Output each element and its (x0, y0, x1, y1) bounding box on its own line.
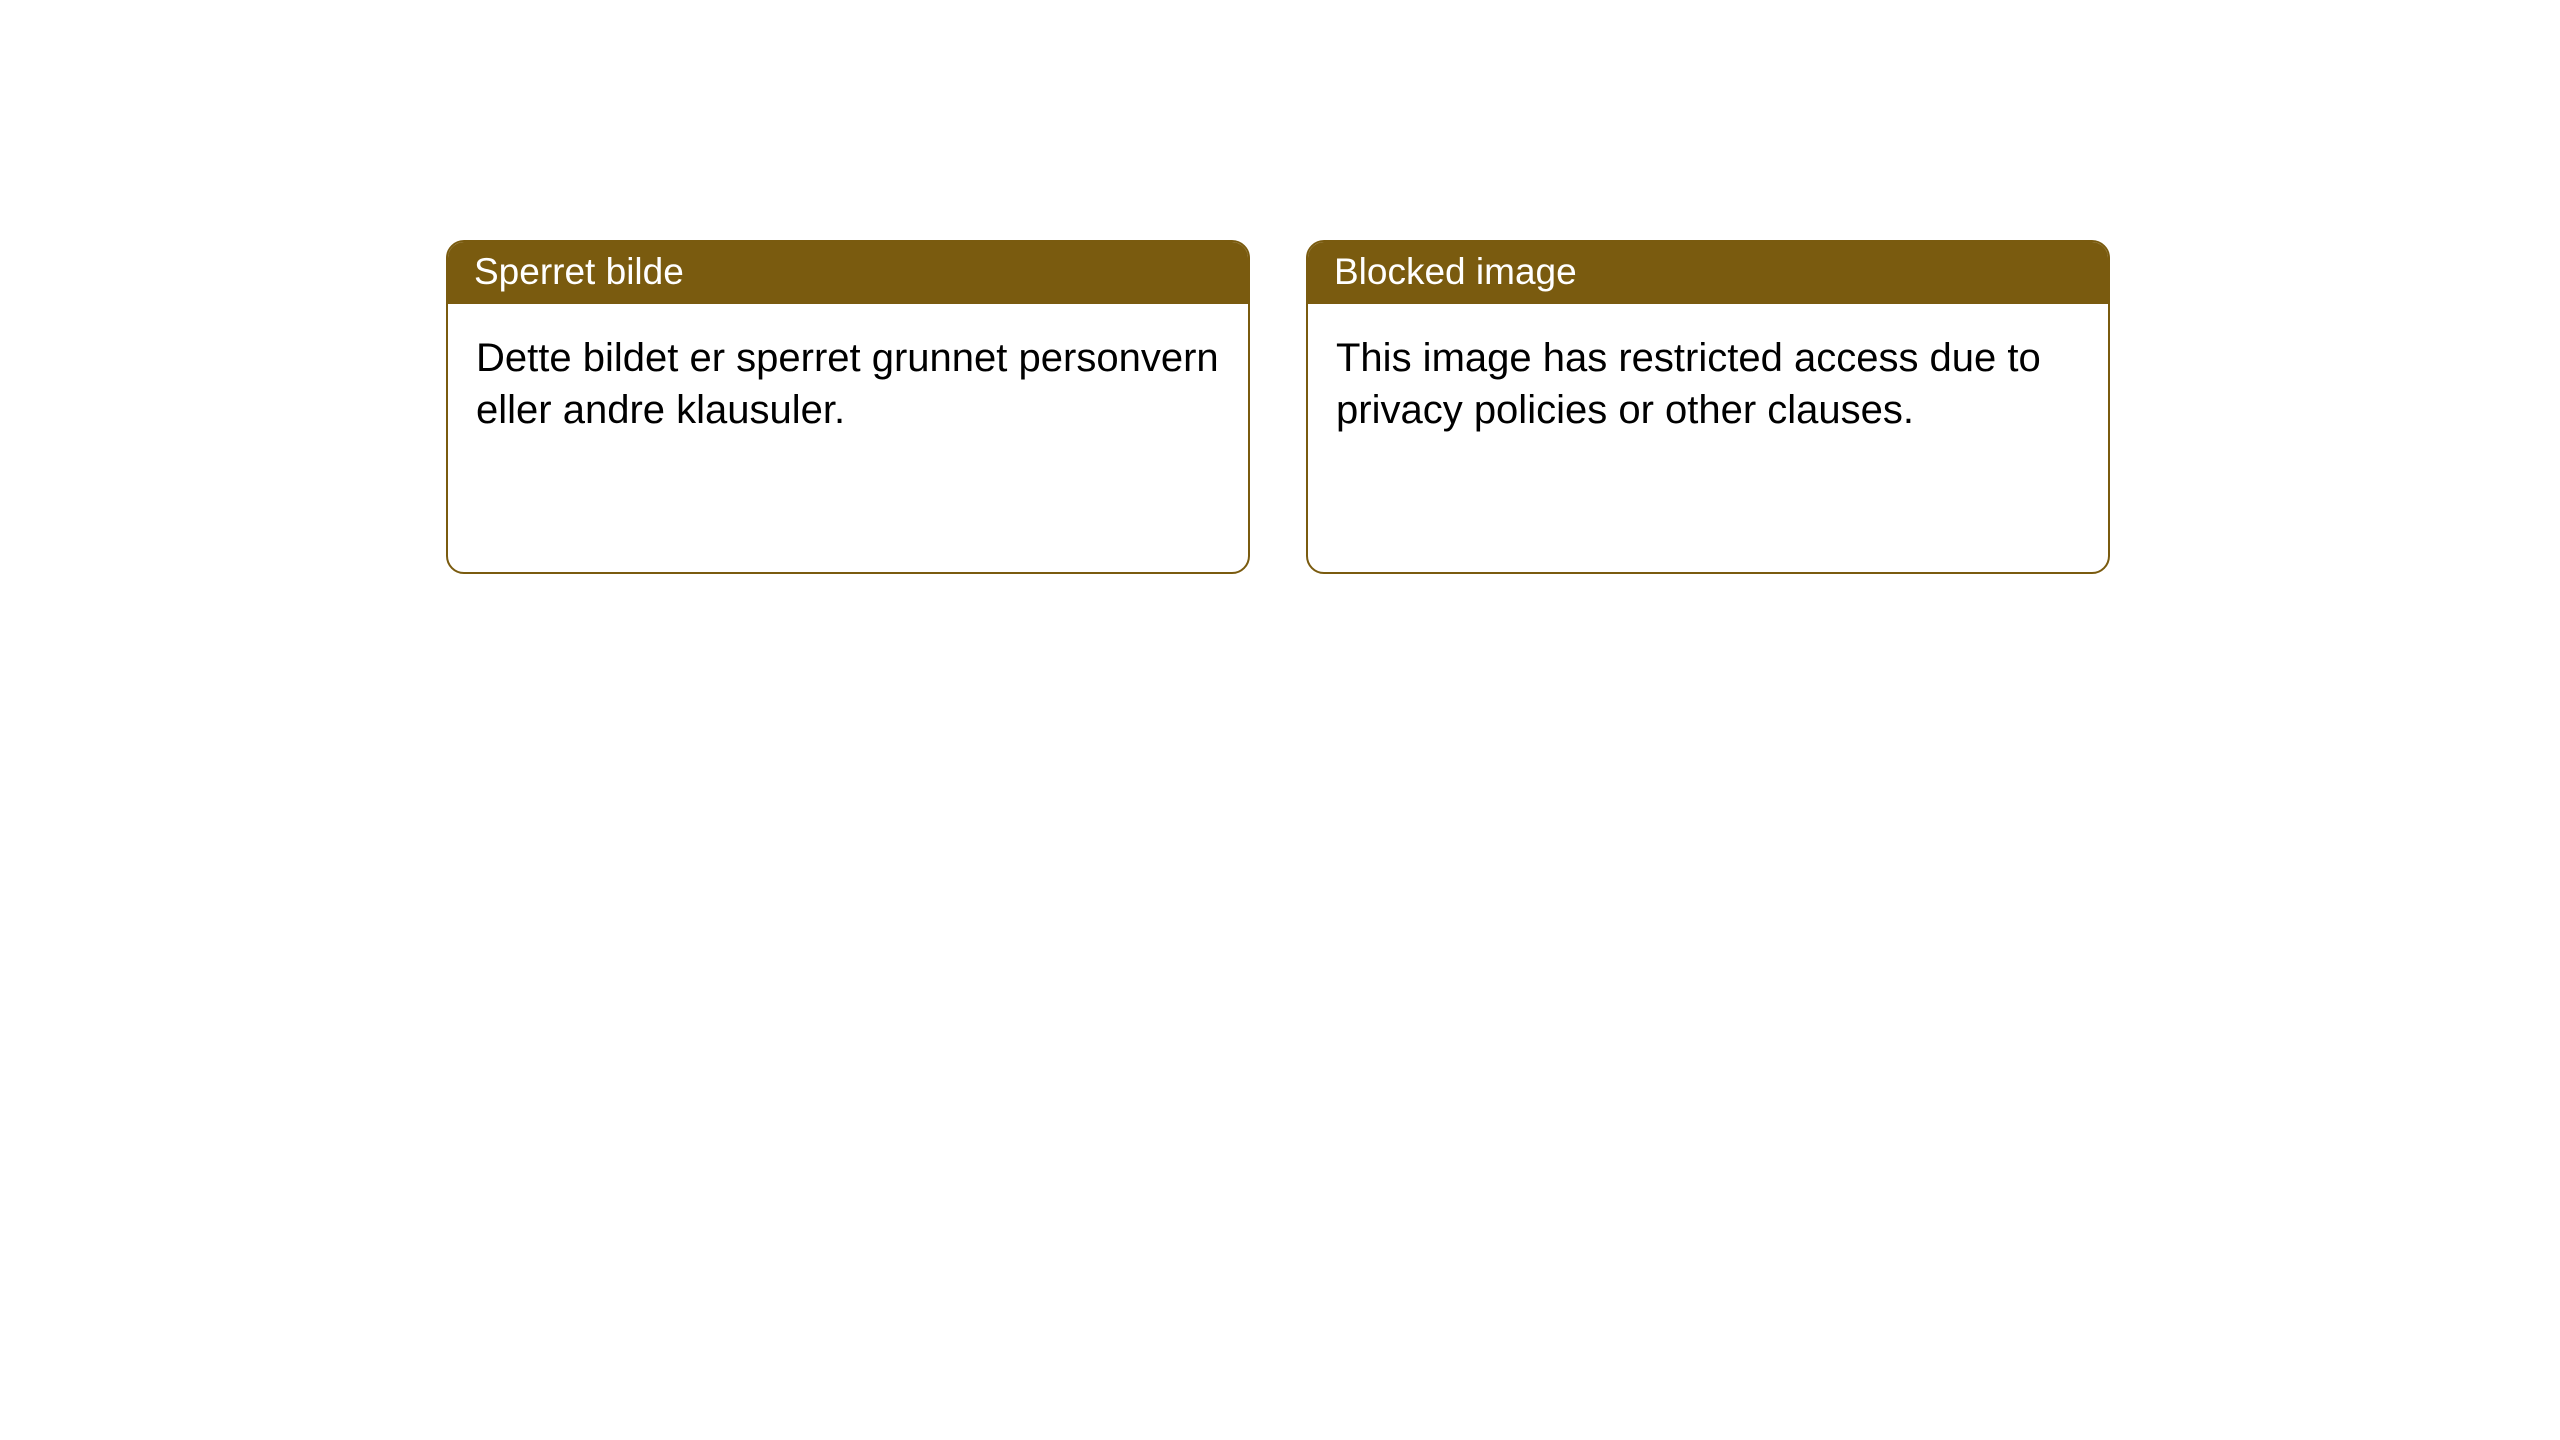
notice-card-body: This image has restricted access due to … (1308, 304, 2108, 456)
notice-card-title: Blocked image (1308, 242, 2108, 304)
notice-card-norwegian: Sperret bilde Dette bildet er sperret gr… (446, 240, 1250, 574)
notice-card-body: Dette bildet er sperret grunnet personve… (448, 304, 1248, 456)
notice-card-title: Sperret bilde (448, 242, 1248, 304)
notice-container: Sperret bilde Dette bildet er sperret gr… (0, 0, 2560, 574)
notice-card-english: Blocked image This image has restricted … (1306, 240, 2110, 574)
